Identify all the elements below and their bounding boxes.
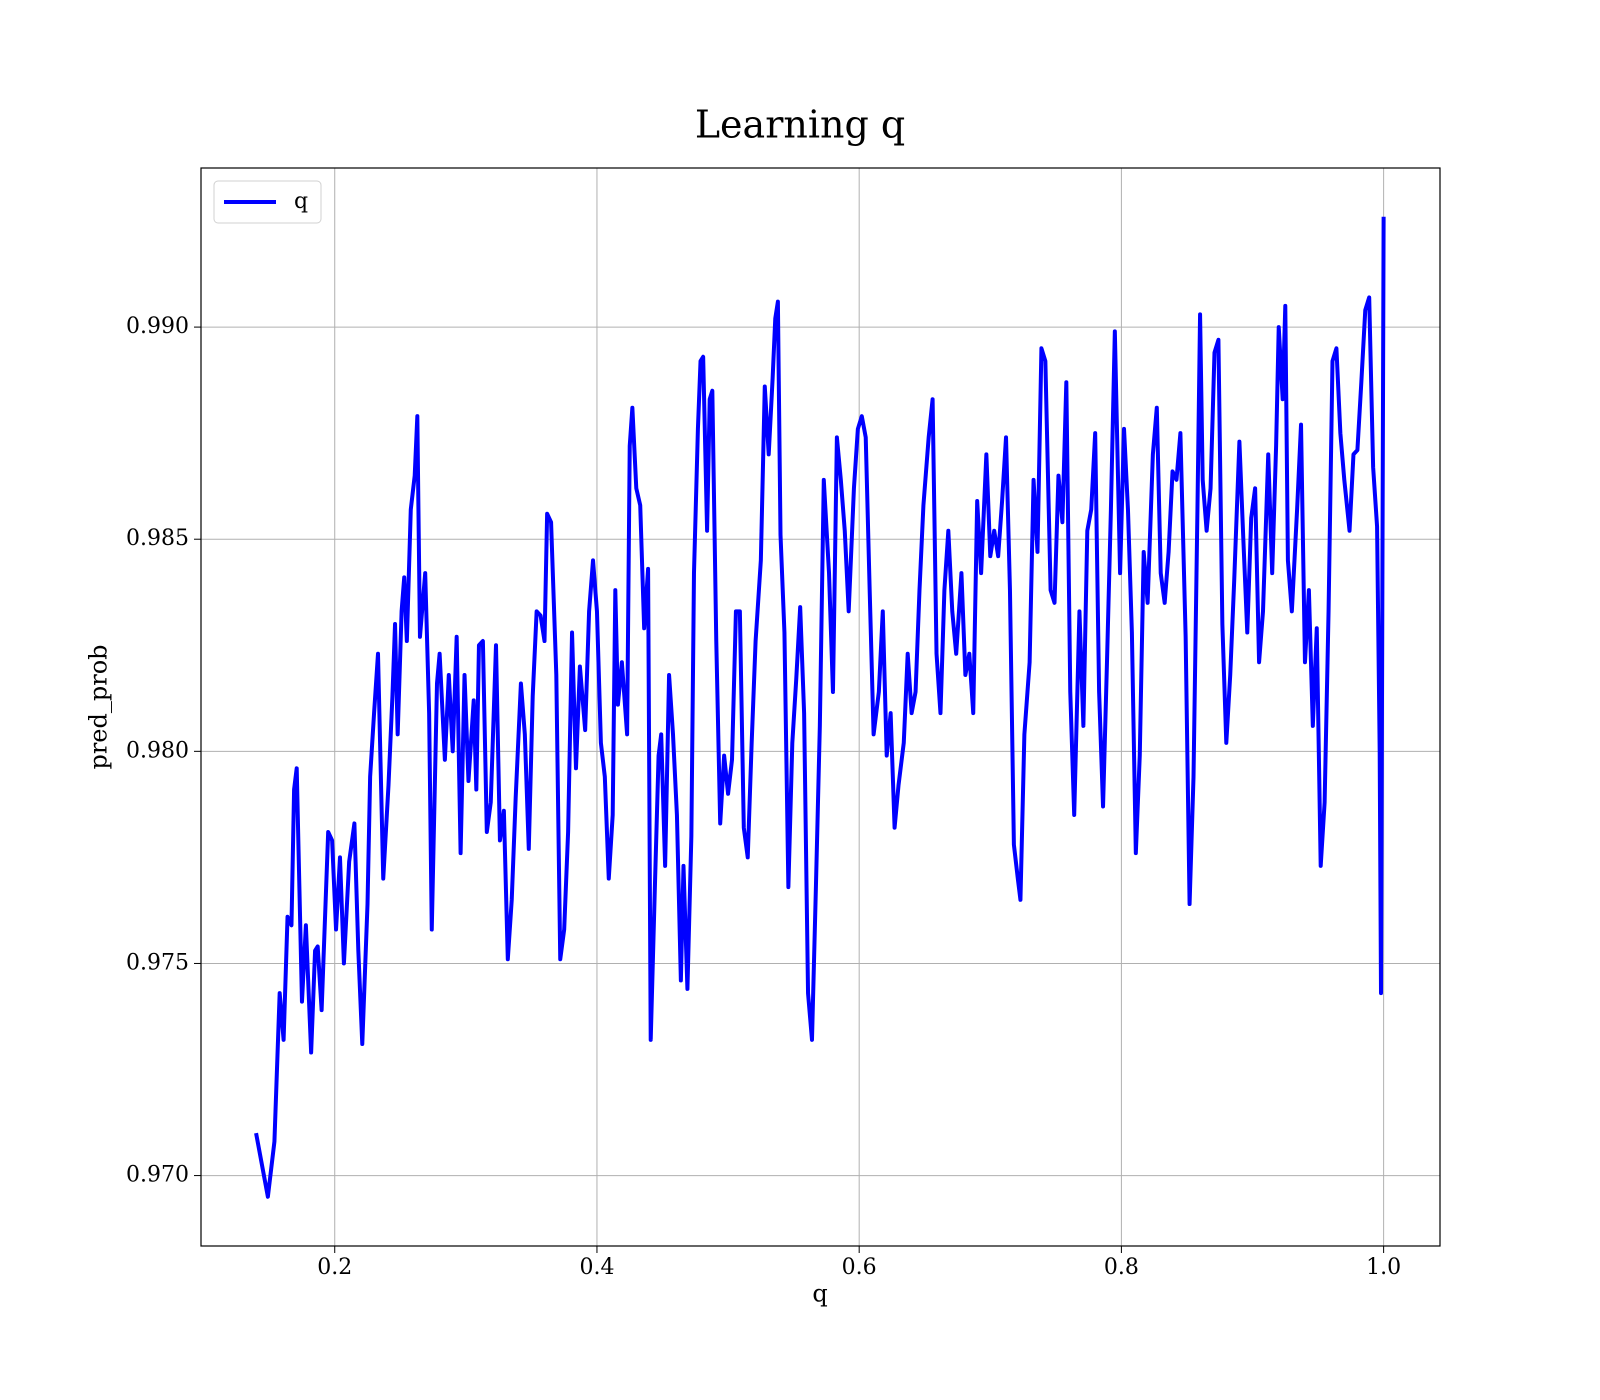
x-tick-label: 1.0 xyxy=(1366,1255,1401,1280)
y-tick-label: 0.990 xyxy=(126,314,189,339)
y-tick-label: 0.970 xyxy=(126,1163,189,1188)
line-series xyxy=(254,216,1386,1199)
y-axis-label: pred_prob xyxy=(85,644,113,769)
plot-frame xyxy=(200,167,1441,1247)
legend-label: q xyxy=(294,189,308,214)
y-tick-label: 0.980 xyxy=(126,738,189,763)
chart-title: Learning q xyxy=(695,103,905,147)
x-tick-label: 0.4 xyxy=(579,1255,614,1280)
y-tick-label: 0.985 xyxy=(126,526,189,551)
x-axis-label: q xyxy=(812,1280,827,1308)
x-tick-label: 0.8 xyxy=(1104,1255,1139,1280)
x-tick-label: 0.2 xyxy=(317,1255,352,1280)
x-tick-label: 0.6 xyxy=(842,1255,877,1280)
y-tick-label: 0.975 xyxy=(126,950,189,975)
